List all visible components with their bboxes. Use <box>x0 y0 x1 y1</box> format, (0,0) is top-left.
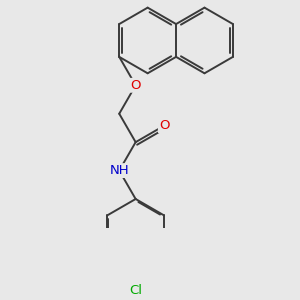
Text: Cl: Cl <box>129 284 142 297</box>
Text: O: O <box>159 119 169 132</box>
Text: NH: NH <box>110 164 129 177</box>
Text: O: O <box>130 79 141 92</box>
